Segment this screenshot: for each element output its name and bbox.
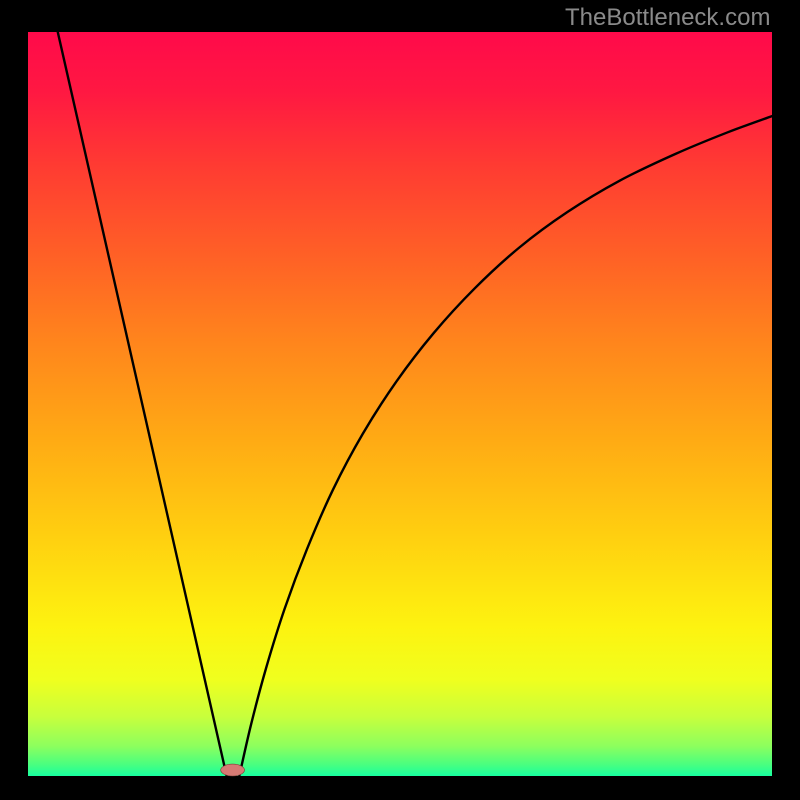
chart-container: TheBottleneck.com [0,0,800,800]
bottleneck-marker [221,764,245,776]
watermark-text: TheBottleneck.com [565,4,770,32]
plot-background [28,32,772,776]
bottleneck-chart [0,0,800,800]
